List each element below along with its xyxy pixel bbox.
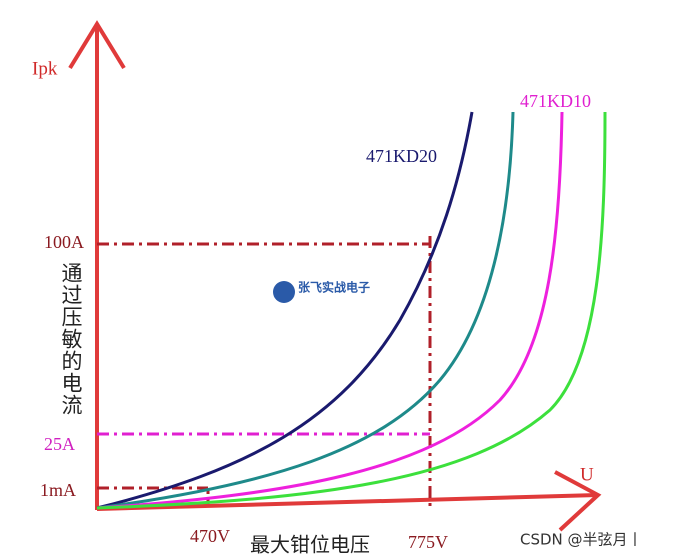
logo-icon (273, 281, 295, 303)
x-mark: 470V (190, 526, 230, 546)
y-mark: 1mA (40, 480, 76, 500)
y-axis-label: Ipk (32, 58, 58, 79)
curve-kd10 (96, 111, 564, 510)
curve-teal (96, 111, 515, 510)
x-axis-label: U (580, 464, 594, 485)
y-title: 通过压敏的电流 (59, 262, 83, 416)
x-title: 最大钳位电压 (250, 533, 370, 557)
y-mark: 25A (44, 434, 75, 454)
watermark: CSDN @半弦月丨 (520, 531, 643, 549)
y-arrow (68, 20, 126, 70)
curve-kd20 (96, 111, 474, 510)
curve-label: 471KD20 (366, 146, 437, 166)
x-axis (96, 493, 599, 511)
x-mark: 775V (408, 532, 448, 552)
y-mark: 100A (44, 232, 84, 252)
logo-title: 张飞实战电子 (298, 280, 370, 295)
curve-green (96, 111, 607, 510)
x-arrow (554, 470, 602, 532)
curve-label: 471KD10 (520, 91, 591, 111)
